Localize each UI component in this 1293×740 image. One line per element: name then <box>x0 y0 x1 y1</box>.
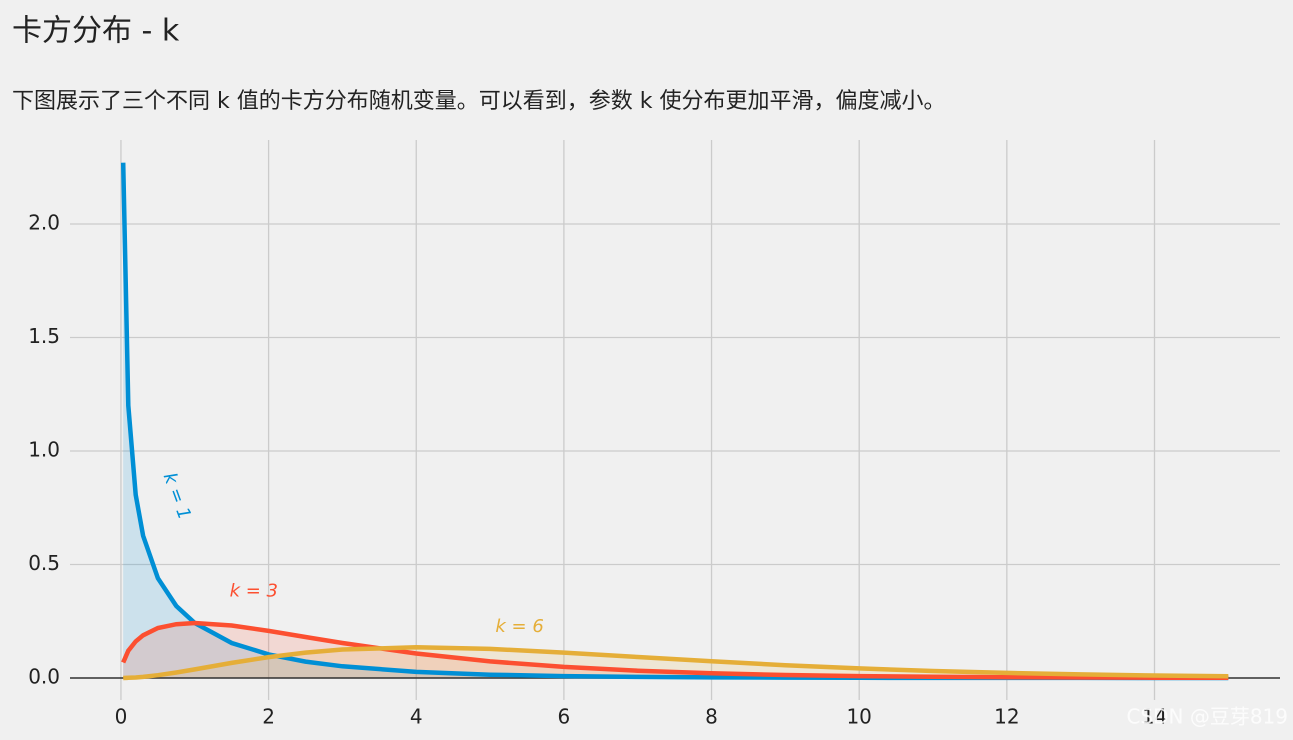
y-tick-label: 0.0 <box>28 664 60 688</box>
series-line <box>121 620 1229 681</box>
series-label: k = 6 <box>495 616 543 637</box>
x-tick-label: 6 <box>558 705 571 729</box>
chart-subtitle: 下图展示了三个不同 k 值的卡方分布随机变量。可以看到，参数 k 使分布更加平滑… <box>12 89 945 114</box>
series-line <box>123 645 1229 681</box>
area-fill <box>123 623 1229 678</box>
x-tick-label: 12 <box>994 705 1019 729</box>
y-tick-label: 1.5 <box>28 324 60 348</box>
x-tick-label: 8 <box>705 705 718 729</box>
series-line <box>120 162 1229 681</box>
y-tick-label: 2.0 <box>28 210 60 234</box>
area-fill <box>123 162 1229 678</box>
y-tick-label: 0.5 <box>28 551 60 575</box>
series-label: k = 3 <box>230 581 278 602</box>
x-tick-label: 4 <box>410 705 423 729</box>
x-tick-label: 14 <box>1142 705 1167 729</box>
x-tick-label: 2 <box>262 705 275 729</box>
x-tick-label: 10 <box>846 705 871 729</box>
watermark: CSDN @豆芽819 <box>1126 705 1288 729</box>
chart-title: 卡方分布 - k <box>12 14 180 49</box>
y-tick-label: 1.0 <box>28 437 60 461</box>
x-tick-label: 0 <box>115 705 128 729</box>
series-label: k = 1 <box>159 470 195 523</box>
